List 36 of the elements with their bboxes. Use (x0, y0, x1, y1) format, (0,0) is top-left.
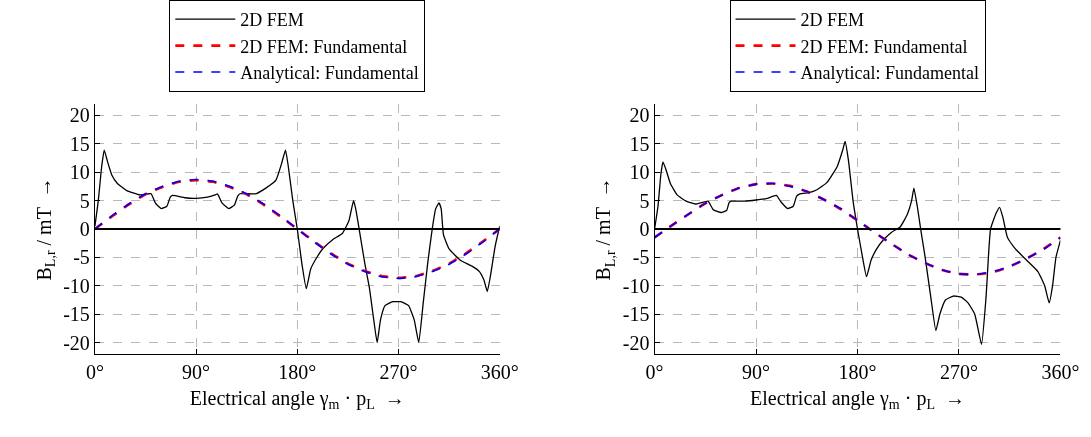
y-tick-label: -15 (622, 303, 650, 326)
y-tick-label: -20 (63, 331, 90, 354)
y-tick-label: 0 (79, 217, 90, 240)
y-tick-label: -20 (622, 331, 650, 354)
legend-label: 2D FEM: Fundamental (240, 36, 408, 57)
x-tick-label: 270° (379, 361, 418, 384)
x-tick-label: 180° (838, 361, 877, 384)
x-tick-label: 270° (939, 361, 978, 384)
x-tick-label: 0° (85, 361, 104, 384)
y-tick-label: 15 (629, 132, 650, 155)
y-tick-label: 5 (79, 189, 90, 212)
y-tick-label: 5 (639, 189, 650, 212)
y-tick-label: -10 (622, 274, 650, 297)
x-tick-label: 0° (645, 361, 664, 384)
x-tick-label: 90° (742, 361, 771, 384)
x-tick-label: 90° (182, 361, 211, 384)
y-tick-label: -5 (632, 246, 650, 269)
legend-label: 2D FEM (800, 10, 865, 31)
legend-label: Analytical: Fundamental (240, 63, 419, 84)
legend-label: 2D FEM: Fundamental (800, 36, 968, 57)
y-tick-label: 20 (69, 104, 90, 127)
y-tick-label: 20 (629, 104, 650, 127)
y-tick-label: -5 (73, 246, 90, 269)
x-axis-title: Electrical angle γ$_{m}$ · p$_{L}$ → (189, 386, 405, 412)
y-tick-label: -15 (63, 303, 90, 326)
x-tick-label: 360° (1041, 361, 1080, 384)
y-tick-label: -10 (63, 274, 90, 297)
y-tick-label: 0 (639, 217, 650, 240)
y-tick-label: 10 (69, 161, 90, 184)
legend-label: Analytical: Fundamental (800, 63, 979, 84)
y-tick-label: 15 (69, 132, 90, 155)
y-tick-label: 10 (629, 161, 650, 184)
x-tick-label: 360° (480, 361, 519, 384)
x-axis-title: Electrical angle γ$_{m}$ · p$_{L}$ → (750, 386, 965, 412)
x-tick-label: 180° (278, 361, 317, 384)
legend-label: 2D FEM (240, 10, 304, 31)
